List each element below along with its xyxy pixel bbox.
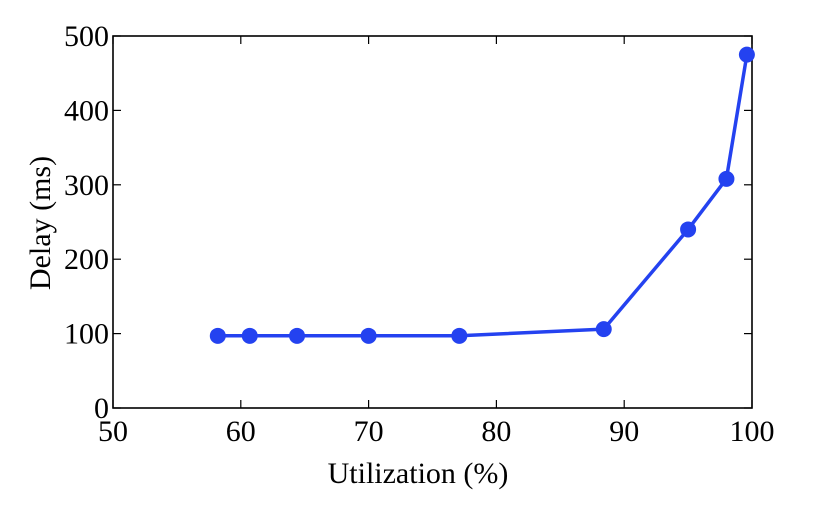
y-tick-label: 100 [64, 318, 109, 351]
data-point [451, 327, 468, 344]
plot-frame [112, 35, 753, 409]
x-tick-label: 80 [481, 415, 511, 448]
y-tick-label: 500 [64, 20, 109, 53]
x-tick-label: 100 [730, 415, 775, 448]
data-point [718, 170, 735, 187]
data-point [289, 327, 306, 344]
data-point [209, 327, 226, 344]
data-point [360, 327, 377, 344]
tick-labels: 50 60 70 80 90 100 0 100 200 300 400 500 [64, 20, 775, 448]
y-tick-label: 300 [64, 169, 109, 202]
x-tick-label: 70 [354, 415, 384, 448]
x-tick-label: 50 [98, 415, 128, 448]
y-tick-label: 0 [94, 392, 109, 425]
axis-ticks [112, 35, 753, 409]
x-axis-title: Utilization (%) [328, 457, 509, 490]
y-tick-label: 200 [64, 243, 109, 276]
data-point [241, 327, 258, 344]
series-line [217, 54, 749, 338]
plot-area-border [112, 35, 753, 409]
x-tick-label: 60 [226, 415, 256, 448]
series-layer [209, 46, 755, 344]
data-point [595, 321, 612, 338]
y-tick-label: 400 [64, 94, 109, 127]
data-point [738, 46, 755, 63]
data-point [680, 221, 697, 238]
y-axis-title: Delay (ms) [24, 156, 57, 290]
x-tick-label: 90 [609, 415, 639, 448]
